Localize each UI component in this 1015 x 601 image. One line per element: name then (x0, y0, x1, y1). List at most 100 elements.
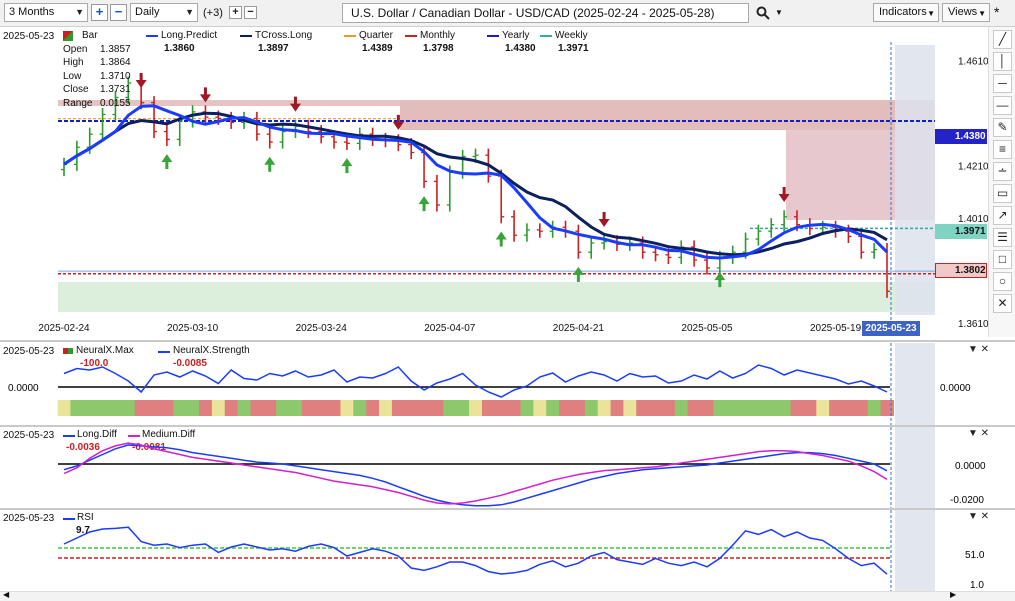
future-zone (895, 343, 935, 427)
scroll-right-icon[interactable]: ▶ (950, 590, 957, 599)
neural-block (713, 400, 727, 416)
medium-diff-label: Medium.Diff (142, 429, 196, 440)
text-note-tool-icon[interactable]: ▭ (993, 184, 1012, 203)
neural-block (880, 400, 894, 416)
neural-block (417, 400, 431, 416)
neural-block (610, 400, 624, 416)
neural-block (96, 400, 110, 416)
zoom-in-button[interactable]: + (91, 4, 108, 21)
rsi-label: RSI (77, 512, 94, 523)
weekly-price-label: 1.3971 (935, 224, 987, 239)
arrow-tool-icon[interactable]: ↗ (993, 206, 1012, 225)
neural-block (134, 400, 149, 416)
horizontal-scrollbar[interactable]: ◀ ▶ (0, 590, 1015, 601)
rectangle-tool-icon[interactable]: □ (993, 250, 1012, 269)
legend-label: Monthly (420, 30, 456, 41)
fibonacci-tool-icon[interactable]: ☰ (993, 228, 1012, 247)
neural-block (301, 400, 316, 416)
chevron-down-icon[interactable]: ▼ (775, 8, 783, 17)
ohlc-range-value: 0.0155 (100, 97, 131, 109)
medium-diff-line (63, 442, 888, 505)
pane-controls[interactable]: ▼ ✕ (968, 511, 990, 522)
vertical-line-tool-icon[interactable]: │ (993, 52, 1012, 71)
horizontal-line-tool-icon[interactable]: ─ (993, 74, 1012, 93)
period-select-value: 3 Months (9, 6, 55, 18)
neural-block (726, 400, 740, 416)
neural-block (520, 400, 534, 416)
chevron-down-icon: ▼ (978, 9, 986, 18)
ellipse-tool-icon[interactable]: ○ (993, 272, 1012, 291)
trendline-tool-icon[interactable]: ╱ (993, 30, 1012, 49)
neural-block (430, 400, 444, 416)
legend-swatch (487, 35, 499, 37)
main-pane-date: 2025-05-23 (3, 31, 55, 42)
zoom-out-button[interactable]: − (110, 4, 127, 21)
ray-tool-icon[interactable]: — (993, 96, 1012, 115)
pane-controls[interactable]: ▼ ✕ (968, 428, 990, 439)
rsi-pane-date: 2025-05-23 (3, 513, 55, 524)
neural-block (687, 400, 702, 416)
rsi-chart[interactable]: 51.0 1.0 (0, 510, 988, 591)
indicators-button[interactable]: Indicators ▼ (873, 3, 939, 22)
neural-max-value: -100.0 (80, 358, 109, 369)
delete-drawings-icon[interactable]: ✕ (993, 294, 1012, 313)
period-select[interactable]: 3 Months ▼ (4, 3, 88, 22)
diff-chart[interactable]: 0.0000 -0.0200 (0, 427, 988, 509)
neural-block (211, 400, 226, 416)
pane-divider[interactable] (0, 508, 1015, 510)
neural-block (340, 400, 354, 416)
resistance-zone-top (58, 100, 400, 106)
pencil-tool-icon[interactable]: ✎ (993, 118, 1012, 137)
scroll-left-icon[interactable]: ◀ (3, 590, 10, 599)
interval-select-value: Daily (135, 6, 160, 18)
instrument-title-text: U.S. Dollar / Canadian Dollar - USD/CAD … (351, 6, 715, 20)
channel-tool-icon[interactable]: ∸ (993, 162, 1012, 181)
neural-block (327, 400, 341, 416)
neural-block (109, 400, 123, 416)
date-axis-tick: 2025-05-19 (810, 323, 862, 334)
weekly-price-value: 1.3971 (955, 226, 986, 237)
diff-y-tick-zero: 0.0000 (955, 461, 986, 472)
interval-select[interactable]: Daily ▼ (130, 3, 198, 22)
remove-bar-button[interactable]: − (244, 6, 257, 19)
legend-value: 1.3798 (423, 43, 454, 54)
pane-divider[interactable] (0, 425, 1015, 427)
neural-block (379, 400, 393, 416)
instrument-title[interactable]: U.S. Dollar / Canadian Dollar - USD/CAD … (342, 3, 749, 23)
price-axis: 1.4610 1.4210 1.4010 1.3610 (958, 57, 988, 330)
views-button[interactable]: Views ▼ (942, 3, 990, 22)
neural-block (649, 400, 663, 416)
rsi-line (63, 526, 888, 575)
legend-value: 1.4380 (505, 43, 536, 54)
neural-max-icon (63, 348, 73, 354)
parallel-lines-tool-icon[interactable]: ≡ (993, 140, 1012, 159)
sell-arrow-icon (199, 87, 211, 103)
neural-block (199, 400, 213, 416)
bar-legend-icon (63, 31, 73, 41)
legend-label: TCross.Long (255, 30, 313, 41)
legend-swatch (540, 35, 552, 37)
chevron-down-icon: ▼ (185, 7, 194, 17)
ohlc-low-row: Low 1.3710 (63, 70, 131, 83)
ohlc-open-row: Open 1.3857 (63, 43, 131, 56)
pane-divider[interactable] (0, 340, 1015, 342)
ohlc-low-label: Low (63, 70, 82, 82)
neural-block (597, 400, 612, 416)
neural-chart[interactable]: 0.0000 0.0000 (0, 343, 988, 427)
ohlc-high-label: High (63, 57, 84, 69)
toolbar: 3 Months ▼ + − Daily ▼ (+3) + − U.S. Dol… (0, 0, 1015, 27)
neural-block (121, 400, 136, 416)
pane-controls[interactable]: ▼ ✕ (968, 344, 990, 355)
search-icon[interactable] (756, 6, 770, 20)
rsi-y-tick-low: 1.0 (970, 580, 984, 591)
long-diff-line (63, 444, 888, 507)
pin-icon[interactable]: * (994, 4, 1000, 20)
legend-label: Quarter (359, 30, 393, 41)
neural-block (494, 400, 509, 416)
neural-block (83, 400, 97, 416)
diff-pane-date: 2025-05-23 (3, 430, 55, 441)
neural-block (559, 400, 573, 416)
add-bar-button[interactable]: + (229, 6, 242, 19)
legend-value: 1.3971 (558, 43, 589, 54)
